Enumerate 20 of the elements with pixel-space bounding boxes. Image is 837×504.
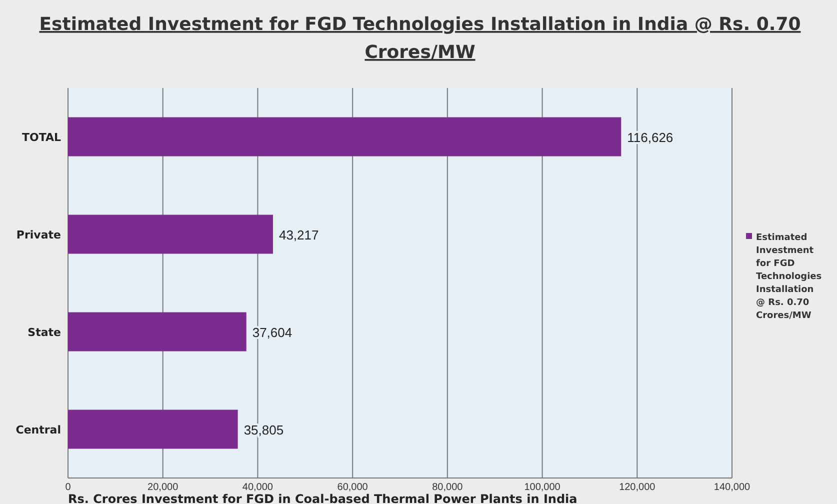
y-tick-label: Private bbox=[16, 228, 61, 242]
bar bbox=[68, 312, 246, 352]
x-tick-label: 40,000 bbox=[242, 482, 274, 493]
chart-title: Estimated Investment for FGD Technologies Installation in India @ Rs. 0.70 Crores/MW bbox=[39, 14, 801, 63]
x-tick-label: 140,000 bbox=[714, 482, 751, 493]
legend-label: Estimated Investment for FGD Technologies Installation @ Rs. 0.70 Crores/MW bbox=[756, 233, 822, 321]
x-tick-label: 100,000 bbox=[524, 482, 561, 493]
x-tick-label: 120,000 bbox=[619, 482, 656, 493]
bar bbox=[68, 214, 273, 254]
x-tick-label: 60,000 bbox=[337, 482, 368, 493]
x-tick-label: 80,000 bbox=[432, 482, 464, 493]
y-tick-label: Central bbox=[16, 423, 61, 436]
y-tick-label: State bbox=[28, 326, 61, 339]
bar bbox=[68, 117, 622, 156]
bar bbox=[68, 410, 238, 449]
x-tick-label: 0 bbox=[65, 482, 72, 493]
x-tick-label: 20,000 bbox=[148, 482, 179, 493]
y-tick-label: TOTAL bbox=[22, 130, 61, 144]
x-axis-title: Rs. Crores Investment for FGD in Coal-based Thermal Power Plants in India bbox=[68, 492, 578, 504]
data-label: 43,217 bbox=[278, 227, 319, 242]
